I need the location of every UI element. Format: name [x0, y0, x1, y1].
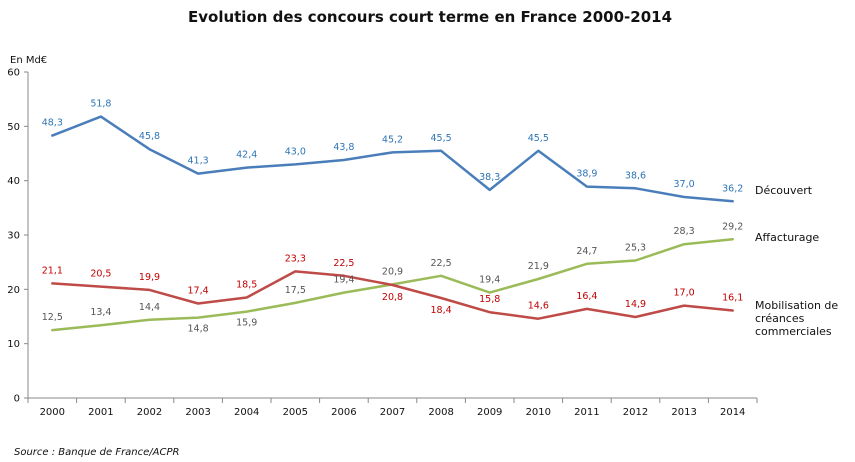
data-label: 29,2: [722, 221, 743, 232]
source-note: Source : Banque de France/ACPR: [14, 447, 179, 458]
y-tick-label: 0: [14, 394, 20, 405]
data-label: 45,5: [528, 133, 549, 144]
data-label: 22,5: [333, 258, 354, 269]
data-label: 18,4: [431, 305, 452, 316]
data-label: 19,9: [139, 272, 160, 283]
data-label: 14,8: [188, 324, 209, 335]
data-label: 12,5: [42, 312, 63, 323]
data-label: 38,6: [625, 170, 646, 181]
data-label: 45,2: [382, 134, 403, 145]
data-label: 19,4: [333, 275, 354, 286]
y-axis-unit-label: En Md€: [10, 55, 47, 66]
data-label: 42,4: [236, 150, 257, 161]
data-label: 16,4: [576, 291, 597, 302]
data-label: 20,8: [382, 292, 403, 303]
y-tick-label: 40: [7, 176, 20, 187]
data-label: 36,2: [722, 183, 743, 194]
chart-title: Evolution des concours court terme en Fr…: [188, 8, 672, 26]
data-label: 43,0: [285, 146, 306, 157]
data-label: 38,3: [479, 172, 500, 183]
x-tick-label: 2000: [40, 407, 65, 418]
legend-label-decouvert: Découvert: [755, 184, 813, 197]
data-label: 16,1: [722, 293, 743, 304]
data-label: 45,8: [139, 131, 160, 142]
x-tick-label: 2001: [88, 407, 113, 418]
x-tick-label: 2002: [137, 407, 162, 418]
x-tick-label: 2012: [623, 407, 648, 418]
x-tick-label: 2011: [574, 407, 599, 418]
x-tick-label: 2006: [331, 407, 356, 418]
x-tick-label: 2013: [671, 407, 696, 418]
x-tick-label: 2004: [234, 407, 259, 418]
data-label: 13,4: [90, 307, 111, 318]
data-label: 17,4: [188, 285, 209, 296]
x-tick-label: 2010: [526, 407, 551, 418]
data-label: 22,5: [431, 258, 452, 269]
data-label: 20,5: [90, 269, 111, 280]
legend-label-mobilisation: Mobilisation de: [755, 299, 838, 312]
data-label: 23,3: [285, 253, 306, 264]
data-label: 14,9: [625, 299, 646, 310]
data-label: 48,3: [42, 118, 63, 129]
legend-label-affacturage: Affacturage: [755, 231, 819, 244]
x-tick-label: 2014: [720, 407, 745, 418]
x-tick-label: 2007: [380, 407, 405, 418]
legend-label-mobilisation: créances: [755, 312, 805, 325]
x-tick-label: 2005: [283, 407, 308, 418]
data-label: 20,9: [382, 266, 403, 277]
data-label: 24,7: [576, 246, 597, 257]
legend: Découvert Affacturage Mobilisation decréan…: [755, 184, 838, 338]
x-tick-label: 2003: [185, 407, 210, 418]
data-label: 41,3: [188, 156, 209, 167]
y-tick-label: 30: [7, 231, 20, 242]
data-label: 21,9: [528, 261, 549, 272]
axes: 0 10 20 30 40 50 60 2000 2001 2002 2003 2004 2005 200…: [7, 68, 758, 418]
series-lines: [51, 115, 734, 332]
data-label: 17,5: [285, 285, 306, 296]
data-label: 19,4: [479, 275, 500, 286]
data-label: 25,3: [625, 243, 646, 254]
data-label: 28,3: [674, 226, 695, 237]
data-labels: 48,3 51,8 45,8 41,3 42,4 43,0 43,8 45,2 45,5 38,3…: [42, 99, 744, 335]
data-label: 38,9: [576, 169, 597, 180]
data-label: 43,8: [333, 142, 354, 153]
data-label: 15,9: [236, 318, 257, 329]
series-line-1: [51, 115, 734, 203]
series-line-3: [51, 270, 734, 320]
y-tick-label: 20: [7, 285, 20, 296]
data-label: 17,0: [674, 288, 695, 299]
y-tick-label: 10: [7, 339, 20, 350]
data-label: 14,6: [528, 301, 549, 312]
data-label: 37,0: [674, 179, 695, 190]
data-label: 51,8: [90, 99, 111, 110]
data-label: 45,5: [431, 133, 452, 144]
data-label: 21,1: [42, 265, 63, 276]
legend-label-mobilisation: commerciales: [755, 325, 832, 338]
data-label: 15,8: [479, 294, 500, 305]
x-tick-label: 2008: [428, 407, 453, 418]
data-label: 14,4: [139, 302, 160, 313]
x-tick-label: 2009: [477, 407, 502, 418]
y-tick-label: 50: [7, 122, 20, 133]
y-tick-label: 60: [7, 68, 20, 79]
data-label: 18,5: [236, 279, 257, 290]
